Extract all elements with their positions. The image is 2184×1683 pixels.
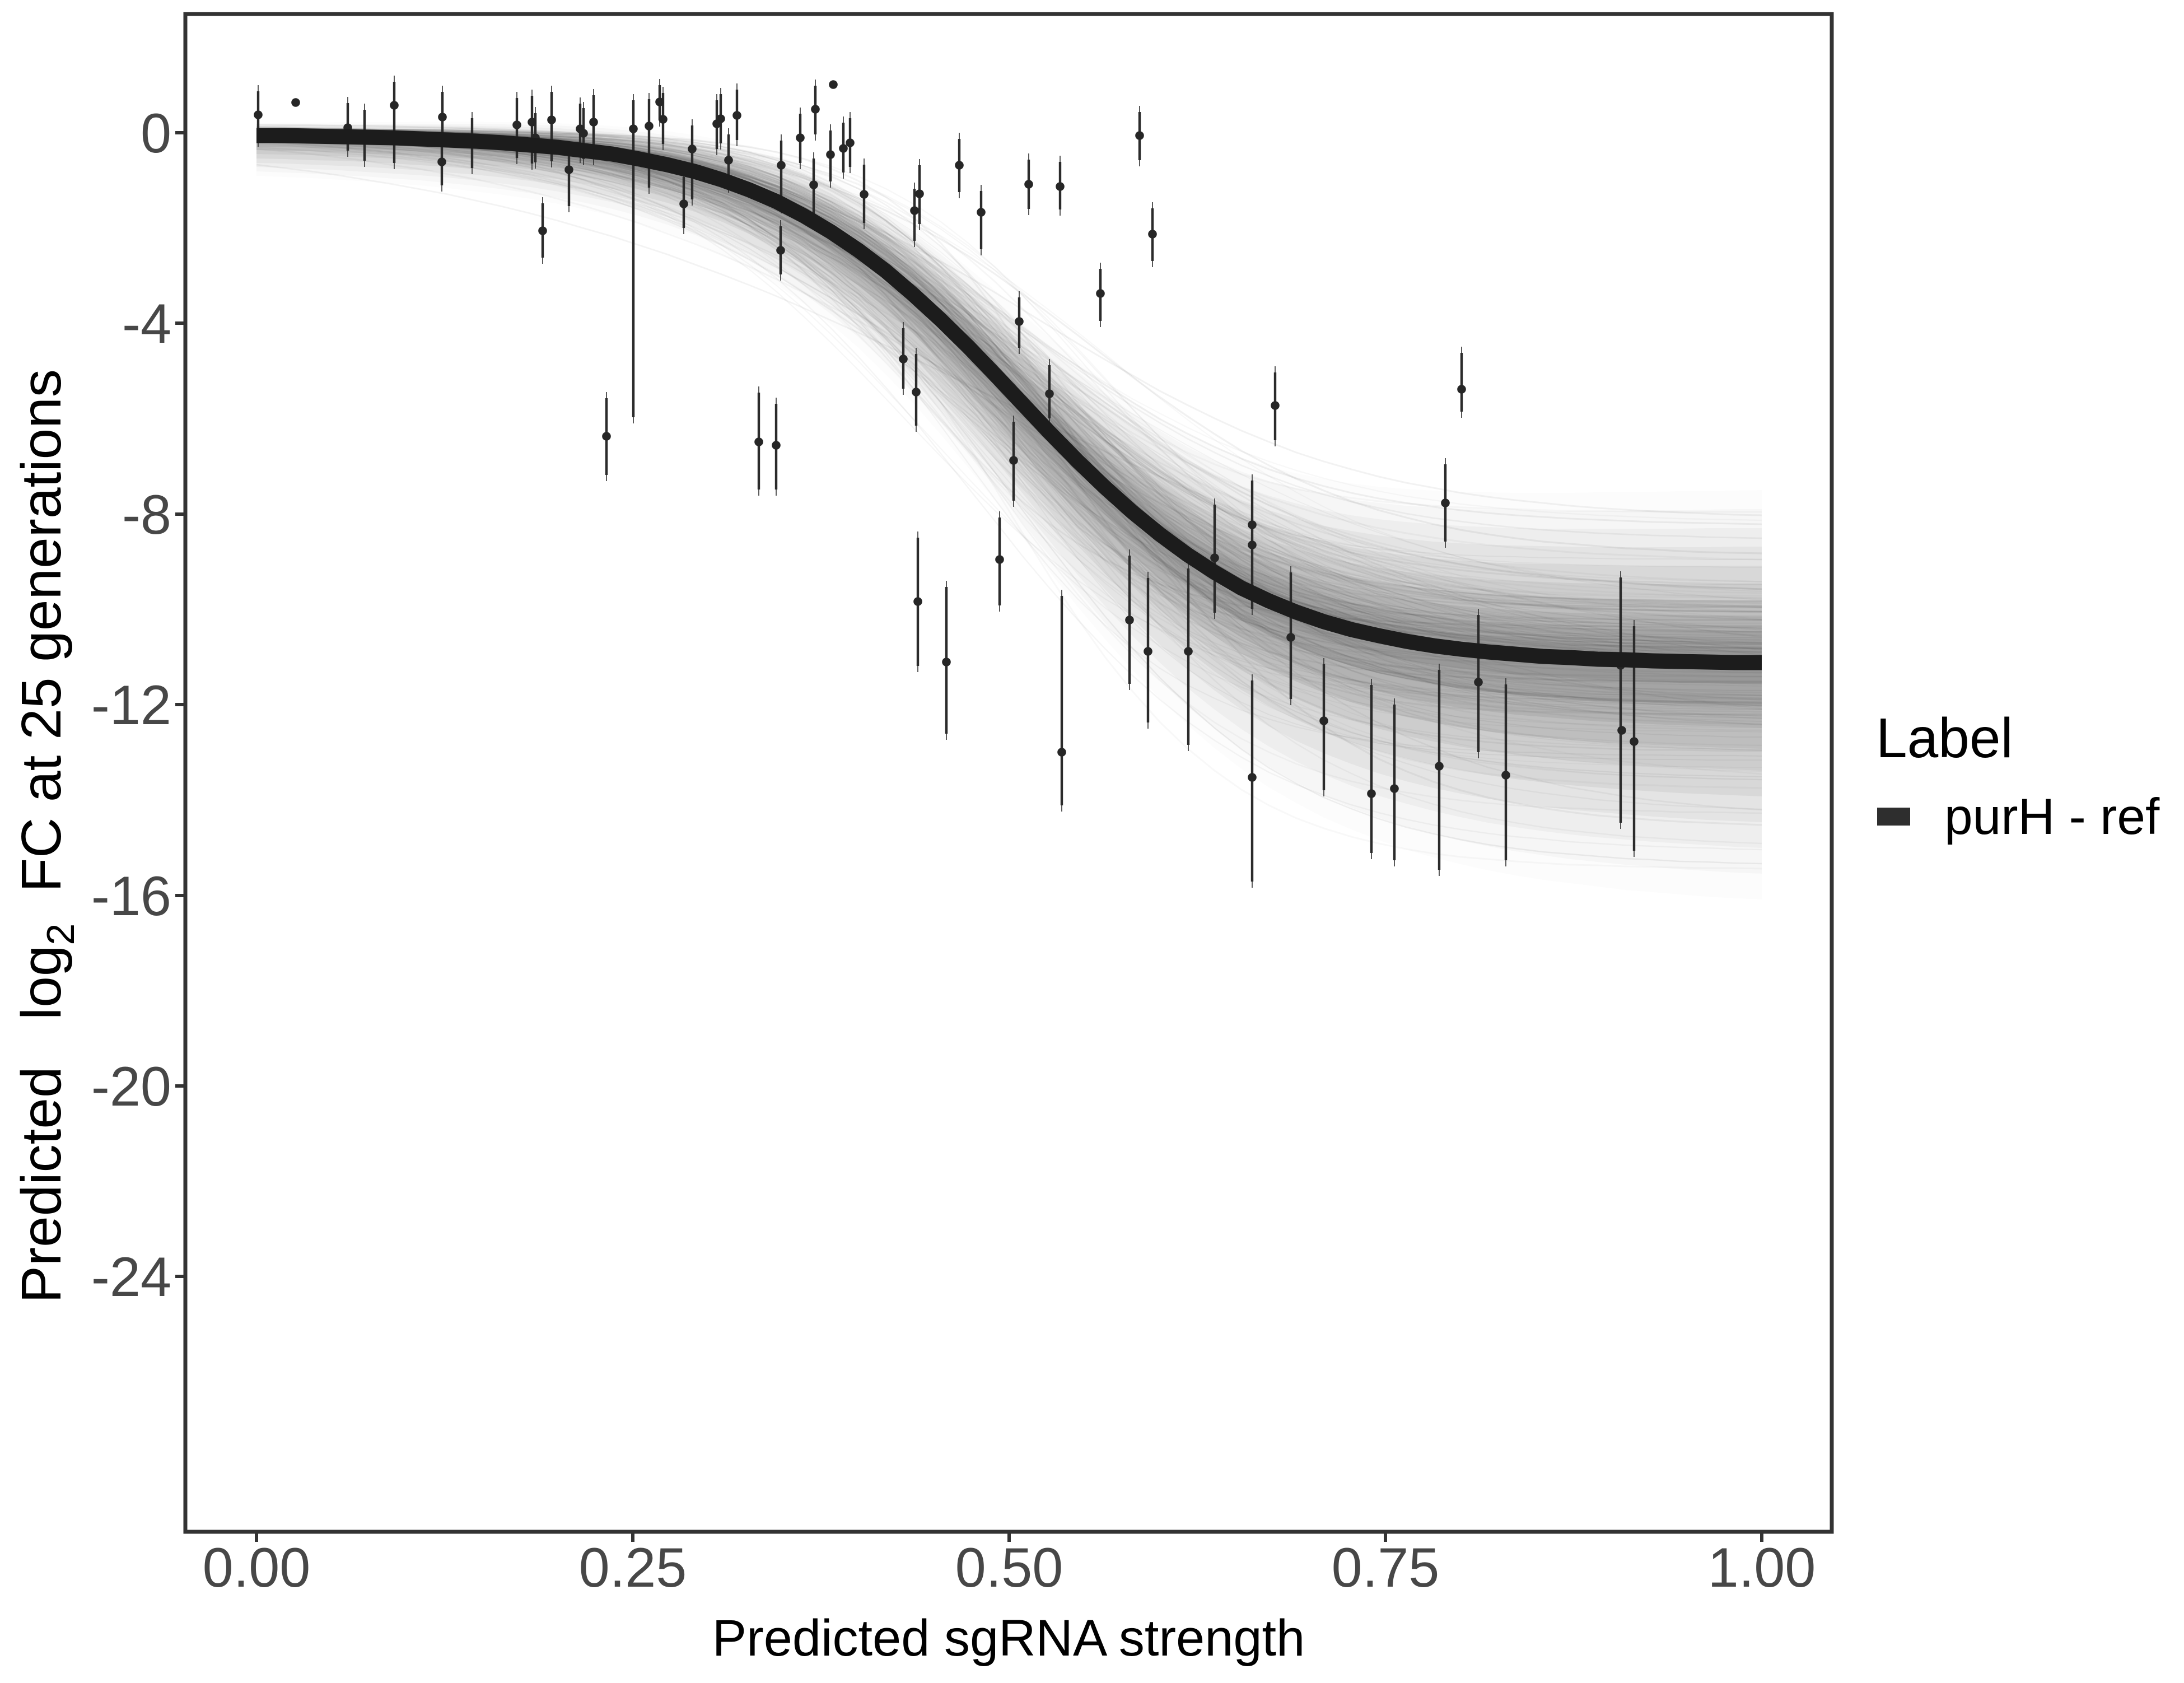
svg-text:0.50: 0.50 [955,1536,1063,1598]
svg-text:-16: -16 [91,865,171,927]
svg-text:-24: -24 [91,1246,171,1308]
svg-text:purH - ref: purH - ref [1944,789,2160,845]
svg-text:0: 0 [141,102,171,164]
svg-text:-8: -8 [122,483,171,546]
svg-text:-20: -20 [91,1055,171,1117]
svg-text:Predicted sgRNA strength: Predicted sgRNA strength [712,1610,1305,1667]
svg-text:-4: -4 [122,292,171,355]
svg-text:Predicted log2 FC at 25 gen: Predicted log2 FC at 25 generations [10,369,82,1303]
svg-text:0.00: 0.00 [203,1536,311,1598]
svg-text:Label: Label [1876,707,2013,770]
svg-text:1.00: 1.00 [1708,1536,1816,1598]
svg-text:-12: -12 [91,674,171,736]
svg-text:0.25: 0.25 [579,1536,687,1598]
svg-text:0.75: 0.75 [1332,1536,1440,1598]
